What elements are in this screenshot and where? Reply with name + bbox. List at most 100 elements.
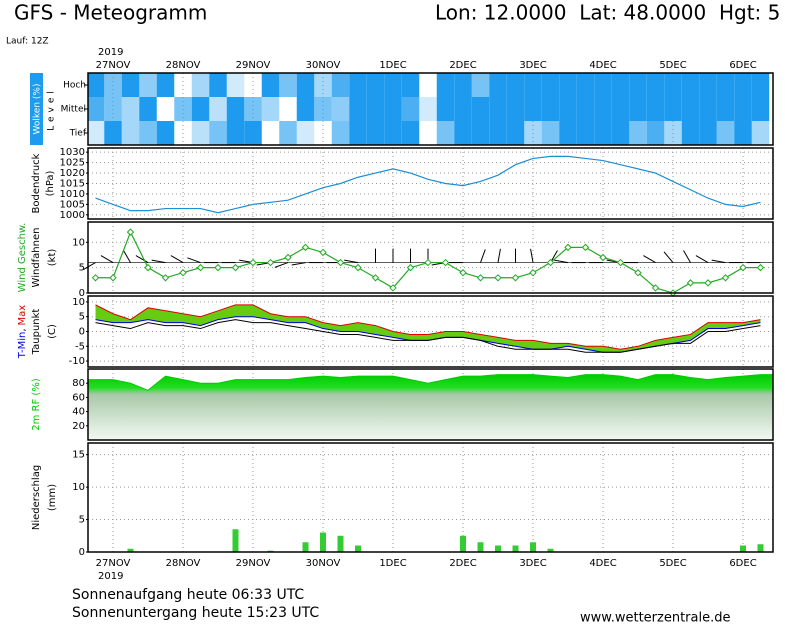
cloud-cell — [226, 121, 245, 145]
y-tick-label: 10 — [72, 297, 85, 308]
cloud-cell — [594, 97, 612, 121]
x-tick-label-top: 6DEC — [729, 60, 756, 71]
y-tick-label: 1025 — [60, 158, 85, 169]
cloud-cell — [191, 121, 210, 145]
pressure-line — [95, 155, 761, 214]
legend-dew: Taupunkt — [31, 309, 42, 356]
cloud-cell — [664, 121, 682, 145]
y-label: Wolken (%) — [33, 84, 43, 135]
y-label-temp: T-Min, Max — [17, 305, 28, 359]
cloud-cell — [541, 73, 560, 97]
y-tick-label: 0 — [79, 547, 85, 558]
y-label: 2m RF (%) — [31, 378, 42, 431]
wind-speed-marker — [371, 274, 380, 282]
y-tick-label: 5 — [79, 515, 85, 526]
y-tick-label: 10 — [72, 482, 85, 493]
cloud-cell — [174, 97, 192, 121]
cloud-cell — [88, 121, 105, 145]
wind-barb — [291, 262, 306, 266]
precip-bar — [320, 532, 326, 552]
cloud-cell — [699, 73, 717, 97]
cloud-cell — [349, 97, 367, 121]
wind-speed-marker — [756, 263, 765, 272]
wind-speed-marker — [739, 263, 747, 272]
wind-speed-marker — [319, 248, 327, 257]
cloud-cell — [559, 73, 577, 97]
title: GFS - Meteogramm — [14, 1, 207, 25]
x-tick-label-top: 3DEC — [519, 60, 546, 71]
wind-speed-marker — [704, 279, 712, 287]
x-tick-label-top: 27NOV — [96, 60, 131, 71]
cloud-cell — [157, 97, 175, 121]
wind-speed-marker — [144, 263, 152, 272]
cloud-cell — [454, 73, 472, 97]
cloud-cell — [261, 97, 280, 121]
cloud-cell — [716, 121, 735, 145]
cloud-cell — [524, 73, 542, 97]
cloud-cell — [576, 73, 595, 97]
y-tick-label: 5 — [79, 263, 85, 274]
cloud-cell — [104, 97, 122, 121]
legend-tmin: T-Min, — [17, 328, 28, 359]
cloud-cell — [629, 73, 647, 97]
level-name: Hoch — [63, 81, 86, 91]
cloud-cell — [629, 121, 647, 145]
cloud-cell — [506, 73, 525, 97]
cloud-cell — [699, 97, 717, 121]
cloud-cell — [419, 97, 437, 121]
x-tick-label-top: 4DEC — [589, 60, 616, 71]
y-tick-label: 1030 — [60, 147, 85, 158]
wind-speed-marker — [721, 274, 730, 282]
cloud-cell — [191, 73, 210, 97]
wind-speed-marker — [266, 258, 275, 267]
wind-speed-marker — [494, 274, 502, 282]
wind-speed-marker — [91, 274, 100, 282]
cloud-cell — [436, 73, 455, 97]
wind-barb — [151, 259, 166, 264]
year-bottom: 2019 — [98, 571, 123, 582]
cloud-cell — [244, 73, 262, 97]
y-label-speed: Wind Geschw. — [17, 223, 28, 293]
cloud-cell — [716, 73, 735, 97]
wind-speed-marker — [686, 279, 695, 287]
precip-bar — [547, 548, 554, 552]
cloud-cell — [734, 97, 752, 121]
cloud-cell — [279, 73, 297, 97]
wind-speed-marker — [231, 263, 240, 272]
cloud-cell — [751, 73, 770, 97]
wind-barb — [274, 262, 289, 268]
y-tick-label: 10 — [72, 237, 85, 248]
cloud-cell — [156, 73, 175, 97]
x-tick-label-top: 5DEC — [659, 60, 686, 71]
wind-speed-marker — [581, 243, 590, 252]
precip-bar — [337, 535, 344, 552]
cloud-cell — [629, 97, 647, 121]
x-tick-label-top: 28NOV — [166, 60, 201, 71]
panel-frame — [87, 442, 774, 553]
cloud-cell — [454, 121, 472, 145]
cloud-cell — [576, 97, 595, 121]
y-tick-label: 40 — [72, 407, 85, 418]
y-tick-label: 20 — [72, 421, 85, 432]
wind-barb — [344, 259, 359, 264]
wind-speed-marker — [161, 274, 170, 282]
cloud-cell — [436, 97, 455, 121]
cloud-cell — [681, 73, 700, 97]
y-tick-label: -5 — [75, 341, 85, 352]
sunrise: Sonnenaufgang heute 06:33 UTC — [72, 587, 304, 603]
cloud-cell — [226, 73, 245, 97]
x-tick-label-bottom: 6DEC — [729, 558, 756, 569]
cloud-cell — [209, 73, 227, 97]
x-tick-label-bottom: 28NOV — [166, 558, 201, 569]
y-tick-label: 80 — [72, 378, 85, 389]
legend-tmax: Max — [17, 305, 28, 326]
x-tick-label-bottom: 1DEC — [379, 558, 406, 569]
wind-speed-marker — [301, 243, 310, 252]
wind-speed-marker — [126, 228, 135, 236]
y-tick-label: 15 — [72, 450, 85, 461]
wind-speed-marker — [354, 263, 362, 272]
cloud-cell — [401, 97, 420, 121]
cloud-cell — [646, 73, 665, 97]
level-label: Level — [47, 87, 57, 131]
cloud-cell — [88, 97, 105, 121]
